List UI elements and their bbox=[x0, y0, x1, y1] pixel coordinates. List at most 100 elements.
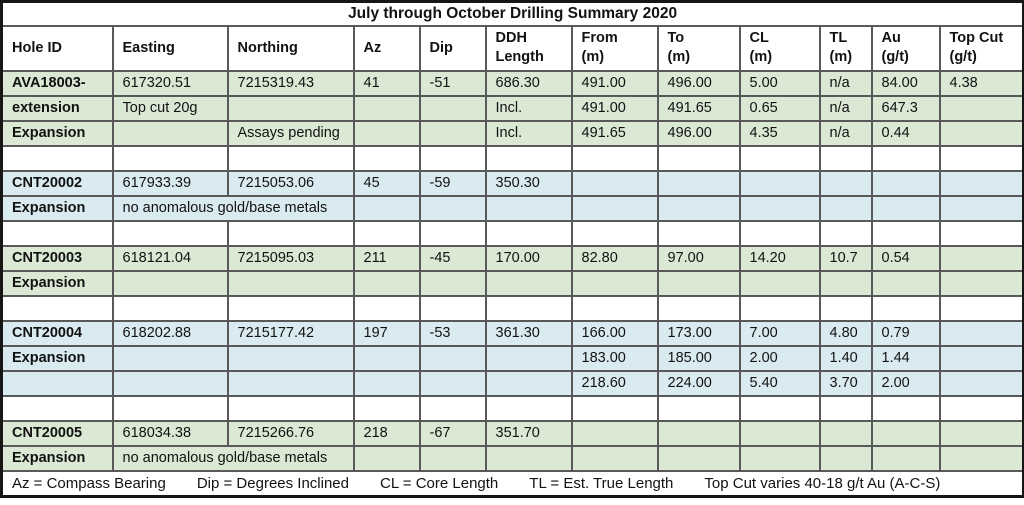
table-row: Expansion Assays pending Incl. 491.65 496.00… bbox=[0, 119, 1024, 147]
cell-top-cut-gpt bbox=[938, 369, 1024, 397]
cell-northing bbox=[226, 144, 355, 172]
cell-au-gpt bbox=[870, 144, 941, 172]
column-header-row: Hole ID Easting Northing Az Dip DDH Length Fro… bbox=[0, 24, 1024, 72]
cell-easting: 617933.39 bbox=[111, 169, 229, 197]
cell-top-cut-gpt bbox=[938, 269, 1024, 297]
column-header-ddh-length: DDH Length bbox=[484, 24, 573, 72]
cell-az: 218 bbox=[352, 419, 421, 447]
cell-from-m: 183.00 bbox=[570, 344, 659, 372]
cell-hole-id bbox=[0, 394, 114, 422]
cell-au-gpt bbox=[870, 194, 941, 222]
cell-dip: -53 bbox=[418, 319, 487, 347]
cell-tl-m: 10.7 bbox=[818, 244, 873, 272]
cell-to-m bbox=[656, 144, 741, 172]
cell-tl-m bbox=[818, 394, 873, 422]
cell-au-gpt bbox=[870, 444, 941, 472]
cell-tl-m bbox=[818, 169, 873, 197]
cell-top-cut-gpt bbox=[938, 219, 1024, 247]
cell-from-m: 491.00 bbox=[570, 69, 659, 97]
column-header-dip: Dip bbox=[418, 24, 487, 72]
cell-to-m bbox=[656, 444, 741, 472]
table-row: Expansion no anomalous gold/base metals bbox=[0, 194, 1024, 222]
cell-northing bbox=[226, 94, 355, 122]
cell-ddh-length: 351.70 bbox=[484, 419, 573, 447]
cell-northing: 7215319.43 bbox=[226, 69, 355, 97]
cell-au-gpt: 2.00 bbox=[870, 369, 941, 397]
column-header-az: Az bbox=[352, 24, 421, 72]
cell-au-gpt bbox=[870, 169, 941, 197]
cell-easting bbox=[111, 294, 229, 322]
cell-cl-m: 5.00 bbox=[738, 69, 821, 97]
cell-cl-m: 0.65 bbox=[738, 94, 821, 122]
cell-top-cut-gpt bbox=[938, 144, 1024, 172]
legend-cell: Az = Compass Bearing Dip = Degrees Inclin… bbox=[0, 469, 1024, 498]
cell-au-gpt bbox=[870, 419, 941, 447]
cell-top-cut-gpt bbox=[938, 244, 1024, 272]
cell-from-m: 491.65 bbox=[570, 119, 659, 147]
cell-az bbox=[352, 194, 421, 222]
table-row: CNT20005 618034.38 7215266.76 218 -67 351.70 bbox=[0, 419, 1024, 447]
cell-hole-id: Expansion bbox=[0, 344, 114, 372]
table-row: CNT20004 618202.88 7215177.42 197 -53 361.30 1… bbox=[0, 319, 1024, 347]
cell-ddh-length bbox=[484, 269, 573, 297]
cell-ddh-length bbox=[484, 394, 573, 422]
legend-row: Az = Compass Bearing Dip = Degrees Inclin… bbox=[0, 469, 1024, 498]
cell-top-cut-gpt bbox=[938, 319, 1024, 347]
cell-easting bbox=[111, 119, 229, 147]
cell-northing: 7215177.42 bbox=[226, 319, 355, 347]
table-row: extension Top cut 20g Incl. 491.00 491.65 0.6… bbox=[0, 94, 1024, 122]
cell-northing: Assays pending bbox=[226, 119, 355, 147]
table-row: Expansion 183.00 185.00 2.00 1.40 1.44 bbox=[0, 344, 1024, 372]
cell-au-gpt: 84.00 bbox=[870, 69, 941, 97]
cell-ddh-length: Incl. bbox=[484, 119, 573, 147]
cell-easting: Top cut 20g bbox=[111, 94, 229, 122]
cell-easting bbox=[111, 219, 229, 247]
cell-hole-id: CNT20005 bbox=[0, 419, 114, 447]
cell-northing bbox=[226, 269, 355, 297]
cell-tl-m: n/a bbox=[818, 94, 873, 122]
cell-az bbox=[352, 444, 421, 472]
cell-to-m bbox=[656, 194, 741, 222]
cell-cl-m: 4.35 bbox=[738, 119, 821, 147]
cell-dip bbox=[418, 344, 487, 372]
cell-tl-m bbox=[818, 219, 873, 247]
cell-tl-m bbox=[818, 294, 873, 322]
cell-ddh-length bbox=[484, 144, 573, 172]
cell-cl-m bbox=[738, 294, 821, 322]
table-row bbox=[0, 394, 1024, 422]
cell-dip bbox=[418, 219, 487, 247]
cell-cl-m bbox=[738, 394, 821, 422]
legend-item: TL = Est. True Length bbox=[529, 474, 674, 492]
cell-dip bbox=[418, 119, 487, 147]
cell-cl-m bbox=[738, 419, 821, 447]
cell-from-m bbox=[570, 269, 659, 297]
cell-dip bbox=[418, 369, 487, 397]
cell-az: 197 bbox=[352, 319, 421, 347]
cell-ddh-length: 686.30 bbox=[484, 69, 573, 97]
cell-dip bbox=[418, 394, 487, 422]
cell-hole-id: AVA18003- bbox=[0, 69, 114, 97]
cell-to-m: 496.00 bbox=[656, 119, 741, 147]
cell-tl-m bbox=[818, 444, 873, 472]
cell-easting bbox=[111, 344, 229, 372]
cell-from-m bbox=[570, 144, 659, 172]
cell-hole-id: CNT20004 bbox=[0, 319, 114, 347]
cell-dip: -59 bbox=[418, 169, 487, 197]
cell-az: 45 bbox=[352, 169, 421, 197]
cell-from-m: 218.60 bbox=[570, 369, 659, 397]
cell-to-m: 224.00 bbox=[656, 369, 741, 397]
cell-au-gpt bbox=[870, 219, 941, 247]
cell-to-m bbox=[656, 419, 741, 447]
cell-top-cut-gpt bbox=[938, 419, 1024, 447]
cell-cl-m: 7.00 bbox=[738, 319, 821, 347]
cell-top-cut-gpt bbox=[938, 194, 1024, 222]
table-row: Expansion no anomalous gold/base metals bbox=[0, 444, 1024, 472]
cell-dip bbox=[418, 269, 487, 297]
cell-au-gpt: 0.79 bbox=[870, 319, 941, 347]
cell-au-gpt: 0.44 bbox=[870, 119, 941, 147]
cell-ddh-length: 361.30 bbox=[484, 319, 573, 347]
cell-from-m: 166.00 bbox=[570, 319, 659, 347]
table-row bbox=[0, 144, 1024, 172]
cell-to-m bbox=[656, 219, 741, 247]
